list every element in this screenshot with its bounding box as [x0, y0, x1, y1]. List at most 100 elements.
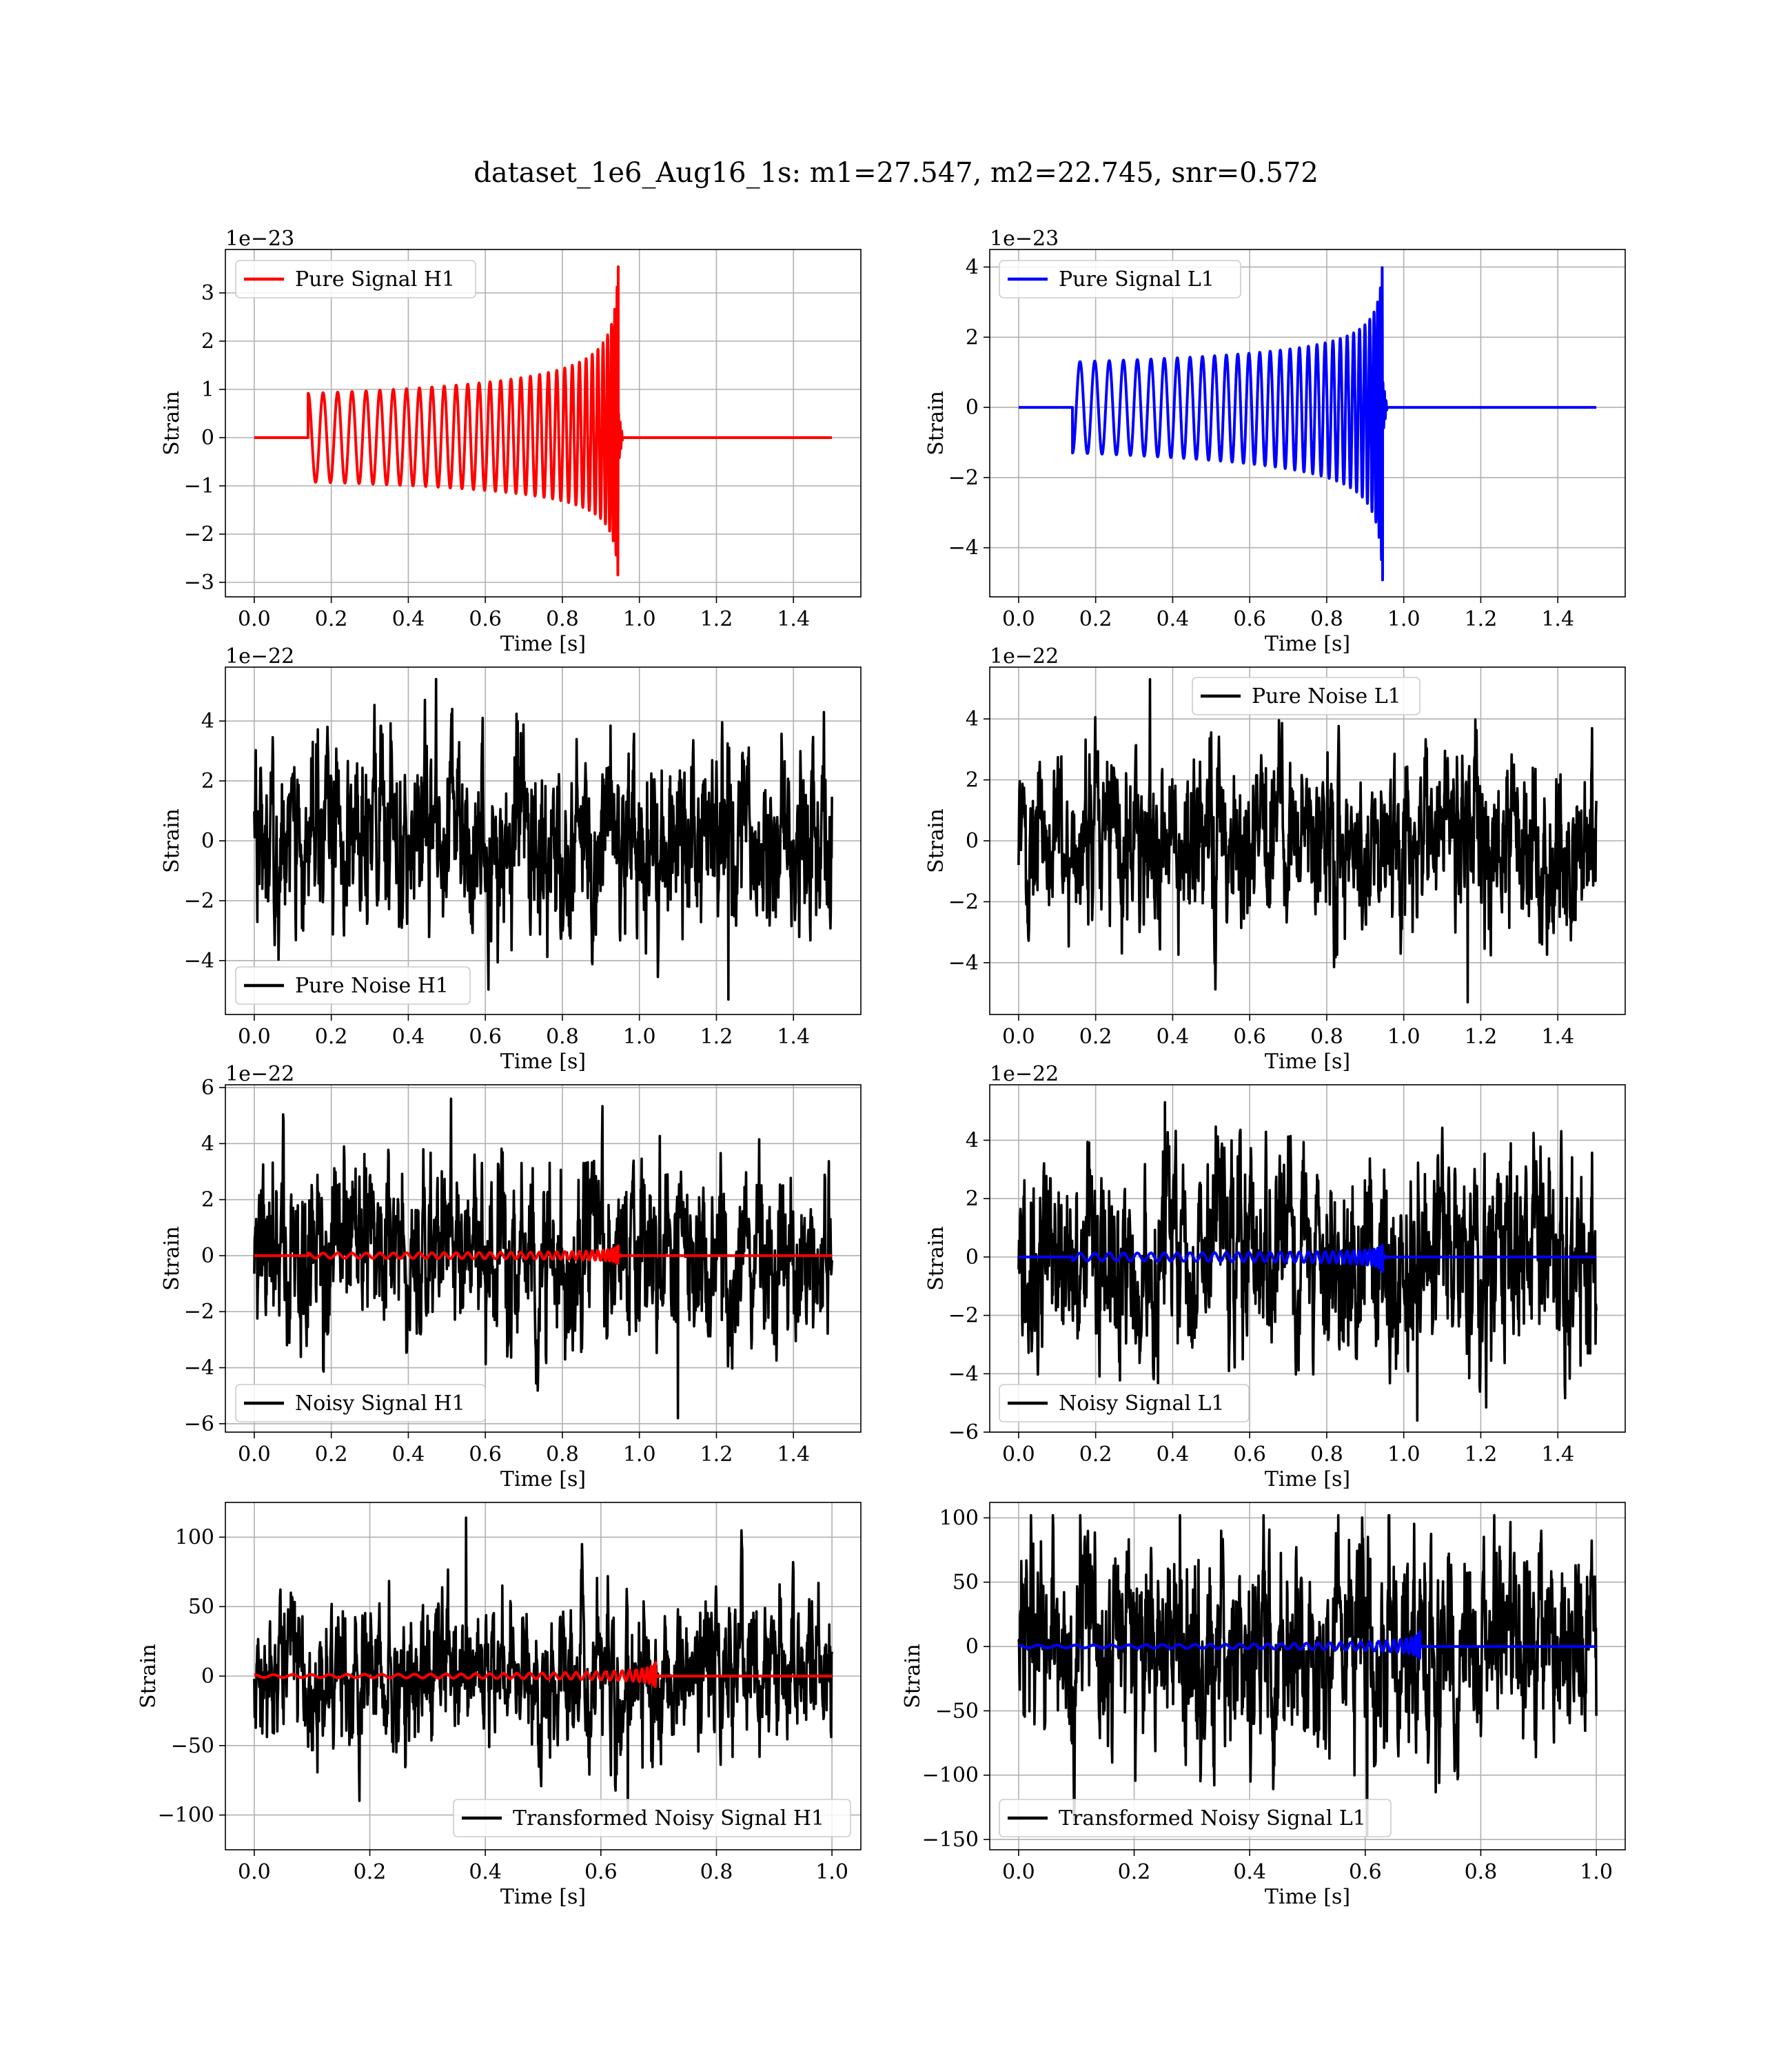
y-tick-label: −100 — [158, 1804, 214, 1828]
legend-label: Transformed Noisy Signal H1 — [513, 1806, 824, 1830]
legend: Transformed Noisy Signal H1 — [453, 1799, 851, 1837]
series-line-chirp-overlay — [253, 1244, 833, 1265]
legend-frame — [235, 260, 476, 298]
x-tick-label: 0.0 — [238, 1442, 271, 1467]
offset-text: 1e−23 — [990, 227, 1059, 251]
legend-frame — [1192, 677, 1421, 715]
offset-text: 1e−22 — [990, 1062, 1059, 1086]
x-tick-label: 1.2 — [1465, 1025, 1498, 1049]
x-tick-label: 0.4 — [1157, 1025, 1190, 1049]
x-tick-label: 0.2 — [1079, 1025, 1112, 1049]
y-tick-label: −3 — [184, 571, 214, 595]
legend-label: Noisy Signal L1 — [1059, 1391, 1224, 1416]
legend: Noisy Signal L1 — [999, 1384, 1250, 1422]
y-tick-label: 1 — [201, 378, 214, 402]
x-axis-label: Time [s] — [1265, 632, 1350, 656]
x-tick-label: 0.8 — [546, 1025, 579, 1049]
x-tick-label: 0.6 — [1349, 1860, 1382, 1884]
y-tick-label: −2 — [184, 522, 214, 547]
series-line-chirp-overlay — [253, 1661, 833, 1689]
legend-label: Pure Signal L1 — [1059, 267, 1214, 292]
x-axis-label: Time [s] — [500, 1467, 586, 1491]
series-line-pure-noise-h1 — [253, 677, 833, 1001]
y-tick-label: 50 — [953, 1571, 979, 1595]
x-tick-label: 0.6 — [469, 1025, 502, 1049]
y-tick-label: 0 — [966, 1245, 979, 1269]
x-tick-label: 0.2 — [315, 1442, 348, 1467]
x-tick-label: 1.2 — [700, 1442, 733, 1467]
y-tick-label: 100 — [175, 1525, 214, 1549]
subplot-pure-noise-h1: 0.0 0.2 0.4 0.6 0.8 1.0 1.2 1.4 −4 −2 0 2 4 Time [s] S… — [160, 644, 862, 1074]
axes-frame — [225, 249, 862, 598]
x-tick-label: 0.4 — [392, 607, 425, 631]
legend-label: Pure Noise H1 — [295, 974, 449, 998]
x-tick-label: 1.0 — [1387, 1442, 1421, 1467]
y-axis-label: Strain — [924, 1226, 948, 1291]
x-tick-label: 0.8 — [546, 1442, 579, 1467]
y-tick-label: −4 — [184, 949, 214, 973]
offset-text: 1e−22 — [225, 644, 294, 669]
legend: Pure Signal H1 — [235, 260, 476, 298]
x-tick-label: 0.0 — [1002, 1025, 1035, 1049]
y-tick-label: 100 — [939, 1506, 979, 1530]
x-tick-label: 0.8 — [1465, 1860, 1498, 1884]
y-tick-label: −50 — [171, 1734, 214, 1758]
y-axis-label: Strain — [160, 1226, 184, 1291]
x-axis-label: Time [s] — [1265, 1885, 1350, 1909]
y-tick-label: 4 — [966, 707, 979, 731]
legend-frame — [235, 966, 471, 1005]
series-line-noisy-signal-l1 — [1017, 1101, 1598, 1422]
x-tick-label: 0.8 — [546, 607, 579, 631]
x-tick-label: 0.2 — [315, 1025, 348, 1049]
x-axis-label: Time [s] — [500, 1050, 586, 1074]
x-tick-label: 0.0 — [1002, 1860, 1035, 1884]
y-tick-label: 2 — [201, 1188, 214, 1212]
series-line-pure-signal-h1 — [253, 265, 833, 577]
x-tick-label: 1.0 — [623, 1442, 656, 1467]
y-tick-label: −4 — [948, 1362, 979, 1386]
y-tick-label: −6 — [184, 1412, 214, 1436]
x-tick-label: 0.0 — [1002, 607, 1035, 631]
y-tick-label: 4 — [966, 255, 979, 279]
axes-frame — [989, 249, 1626, 598]
x-tick-label: 0.6 — [584, 1860, 618, 1884]
series-line-chirp-overlay — [1017, 1630, 1598, 1660]
x-tick-label: 0.4 — [1233, 1860, 1266, 1884]
y-axis-label: Strain — [136, 1644, 161, 1708]
series-line-transformed-noisy-signal-l1 — [1017, 1513, 1598, 1837]
x-tick-label: 1.4 — [1541, 1442, 1574, 1467]
y-tick-label: −2 — [948, 466, 979, 490]
series-line-transformed-noisy-signal-h1 — [253, 1516, 833, 1819]
x-tick-label: 0.8 — [700, 1860, 733, 1884]
series-line-pure-noise-l1 — [1017, 677, 1598, 1004]
offset-text: 1e−23 — [225, 227, 294, 251]
y-tick-label: −4 — [948, 536, 979, 560]
legend-label: Pure Noise L1 — [1252, 684, 1401, 708]
x-tick-label: 0.6 — [469, 1442, 502, 1467]
x-tick-label: 0.4 — [1157, 607, 1190, 631]
x-tick-label: 1.4 — [777, 1025, 810, 1049]
legend: Pure Noise L1 — [1192, 677, 1421, 715]
x-tick-label: 1.0 — [1580, 1860, 1613, 1884]
y-tick-label: 4 — [201, 709, 214, 733]
x-tick-label: 0.4 — [392, 1025, 425, 1049]
y-tick-label: 2 — [201, 769, 214, 793]
x-tick-label: 0.6 — [1233, 1442, 1266, 1467]
x-tick-label: 0.0 — [238, 607, 271, 631]
y-tick-label: 0 — [201, 1244, 214, 1268]
x-tick-label: 1.4 — [1541, 1025, 1574, 1049]
legend-label: Transformed Noisy Signal L1 — [1059, 1806, 1366, 1830]
series-line-pure-signal-l1 — [1017, 266, 1598, 582]
legend-frame — [453, 1799, 851, 1837]
x-tick-label: 1.2 — [700, 1025, 733, 1049]
legend: Noisy Signal H1 — [235, 1384, 486, 1422]
x-tick-label: 0.4 — [1157, 1442, 1190, 1467]
subplot-pure-noise-l1: 0.0 0.2 0.4 0.6 0.8 1.0 1.2 1.4 −4 −2 0 2 4 Time [s] S… — [924, 644, 1626, 1074]
series-line-noisy-signal-h1 — [253, 1097, 833, 1420]
x-tick-label: 1.2 — [1465, 1442, 1498, 1467]
y-tick-label: 0 — [966, 1635, 979, 1659]
subplot-transformed-noisy-signal-h1: 0.0 0.2 0.4 0.6 0.8 1.0 −100 −50 0 50 100 Time [s] S… — [136, 1502, 862, 1909]
x-tick-label: 0.0 — [1002, 1442, 1035, 1467]
x-tick-label: 1.4 — [777, 607, 810, 631]
